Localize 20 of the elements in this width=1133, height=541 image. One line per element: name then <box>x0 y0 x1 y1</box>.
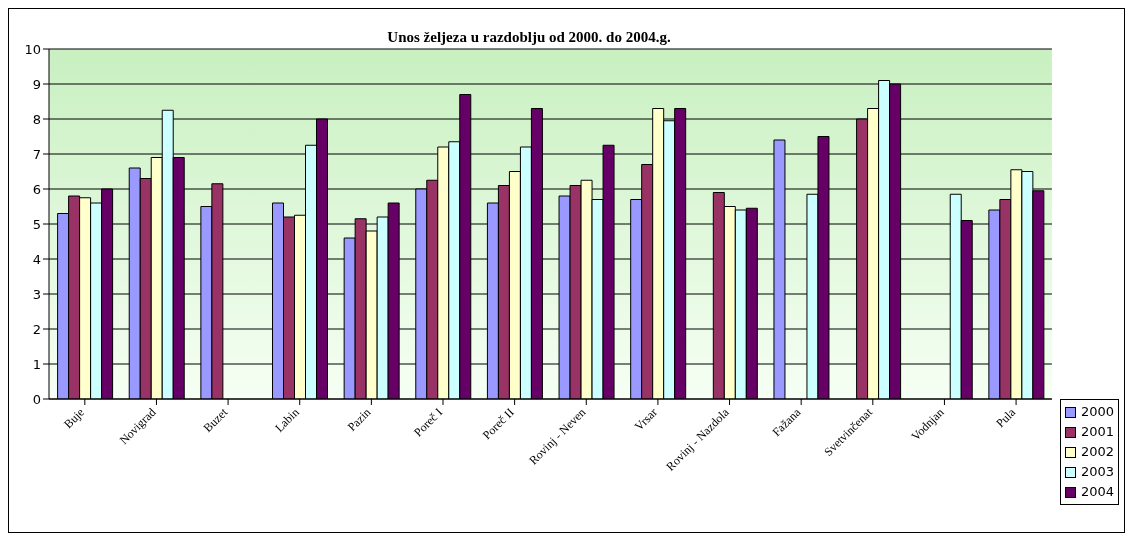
y-tick-label: 9 <box>32 76 41 92</box>
y-tick-label: 1 <box>32 356 41 372</box>
chart-title: Unos željeza u razdoblju od 2000. do 2004.g. <box>387 29 671 45</box>
y-tick-label: 7 <box>32 146 41 162</box>
y-tick-label: 8 <box>32 111 41 127</box>
x-tick-label: Vrsar <box>631 405 661 434</box>
legend-label: 2004 <box>1080 483 1114 501</box>
x-tick-label: Pula <box>993 404 1019 431</box>
y-tick-label: 3 <box>32 286 41 302</box>
y-tick-label: 6 <box>32 181 41 197</box>
y-tick-label: 2 <box>32 321 41 337</box>
y-tick-label: 0 <box>32 391 41 407</box>
y-tick-label: 4 <box>32 251 41 267</box>
legend-label: 2003 <box>1080 463 1114 481</box>
x-tick-label: Buje <box>61 405 87 432</box>
legend-label: 2000 <box>1080 403 1114 421</box>
legend-label: 2002 <box>1080 443 1114 461</box>
y-tick-label: 5 <box>32 216 41 232</box>
y-tick-label: 10 <box>24 41 41 57</box>
legend-label: 2001 <box>1080 423 1114 441</box>
